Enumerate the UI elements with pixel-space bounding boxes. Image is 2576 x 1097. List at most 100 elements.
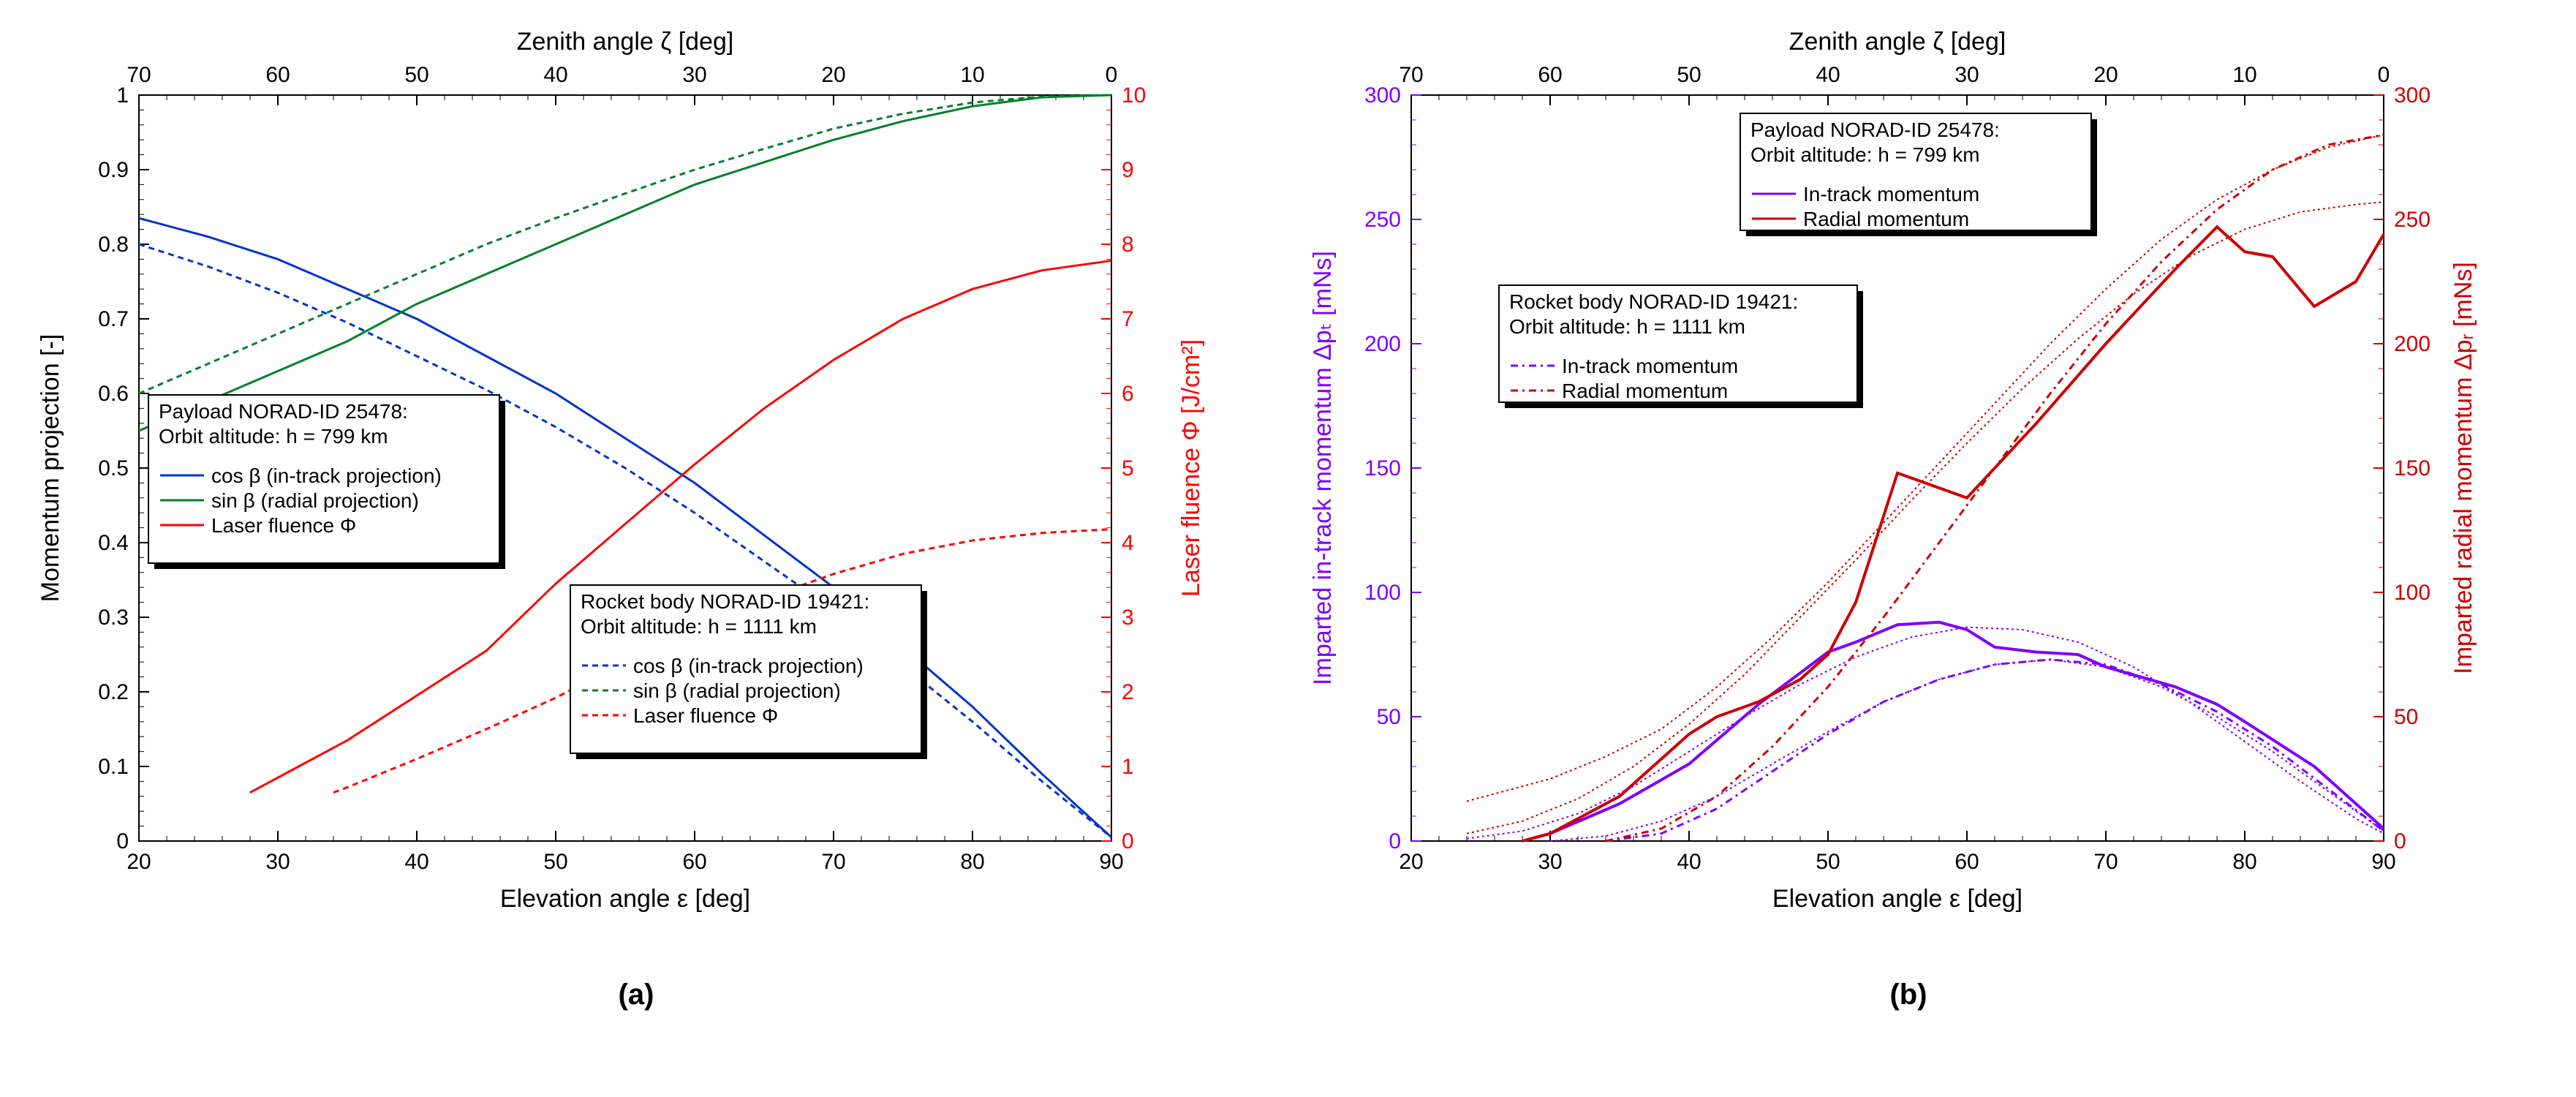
svg-text:20: 20 xyxy=(126,850,151,874)
figure-row: 207030604050504060307020801090000.10.20.… xyxy=(0,0,2576,1026)
panel-b: 2070306040505040603070208010900050100150… xyxy=(1287,15,2530,1011)
chart-b: 2070306040505040603070208010900050100150… xyxy=(1287,15,2530,965)
svg-text:0.7: 0.7 xyxy=(98,307,129,331)
svg-text:0.4: 0.4 xyxy=(98,531,129,555)
svg-text:10: 10 xyxy=(1122,83,1146,108)
svg-text:50: 50 xyxy=(404,63,428,87)
svg-text:0.1: 0.1 xyxy=(98,755,129,779)
svg-text:Zenith angle ζ [deg]: Zenith angle ζ [deg] xyxy=(517,28,734,56)
svg-text:50: 50 xyxy=(1816,850,1840,874)
svg-text:Zenith angle ζ [deg]: Zenith angle ζ [deg] xyxy=(1789,28,2006,56)
caption-a: (a) xyxy=(15,979,1258,1011)
svg-text:250: 250 xyxy=(2394,208,2430,232)
svg-text:80: 80 xyxy=(2232,850,2256,874)
svg-text:50: 50 xyxy=(1677,63,1701,87)
svg-text:sin β (radial projection): sin β (radial projection) xyxy=(211,489,419,512)
svg-text:Radial momentum: Radial momentum xyxy=(1803,208,1969,230)
svg-text:Rocket body NORAD-ID 19421:: Rocket body NORAD-ID 19421: xyxy=(581,590,869,613)
svg-text:90: 90 xyxy=(1099,850,1123,874)
svg-text:60: 60 xyxy=(1538,63,1562,87)
svg-text:0: 0 xyxy=(1106,63,1118,87)
svg-text:cos β (in-track projection): cos β (in-track projection) xyxy=(211,464,442,487)
svg-text:Payload NORAD-ID 25478:: Payload NORAD-ID 25478: xyxy=(159,400,408,423)
svg-text:70: 70 xyxy=(2093,850,2118,874)
svg-text:0.5: 0.5 xyxy=(98,456,129,480)
svg-text:30: 30 xyxy=(682,63,706,87)
svg-text:0: 0 xyxy=(2394,829,2406,853)
svg-text:Orbit altitude: h = 799 km: Orbit altitude: h = 799 km xyxy=(1750,143,1980,166)
svg-text:40: 40 xyxy=(404,850,428,874)
svg-text:300: 300 xyxy=(1364,83,1401,108)
svg-text:0.2: 0.2 xyxy=(98,680,129,704)
svg-text:50: 50 xyxy=(543,850,567,874)
svg-text:Laser fluence Φ: Laser fluence Φ xyxy=(633,704,778,727)
svg-text:150: 150 xyxy=(2394,456,2430,480)
panel-a: 207030604050504060307020801090000.10.20.… xyxy=(15,15,1258,1011)
svg-text:2: 2 xyxy=(1122,680,1134,704)
svg-text:20: 20 xyxy=(821,63,845,87)
svg-text:30: 30 xyxy=(265,850,290,874)
svg-text:0.6: 0.6 xyxy=(98,382,129,406)
svg-text:Laser fluence Φ: Laser fluence Φ xyxy=(211,514,356,537)
svg-text:30: 30 xyxy=(1954,63,1979,87)
svg-text:50: 50 xyxy=(2394,705,2418,729)
svg-text:1: 1 xyxy=(1122,755,1134,779)
svg-text:7: 7 xyxy=(1122,307,1134,331)
svg-text:40: 40 xyxy=(1677,850,1701,874)
svg-text:Orbit altitude: h = 799 km: Orbit altitude: h = 799 km xyxy=(159,425,388,448)
svg-text:Laser fluence Φ [J/cm²]: Laser fluence Φ [J/cm²] xyxy=(1177,339,1205,597)
svg-text:300: 300 xyxy=(2394,83,2430,108)
svg-text:In-track momentum: In-track momentum xyxy=(1562,355,1738,377)
svg-text:10: 10 xyxy=(2232,63,2256,87)
svg-text:0: 0 xyxy=(1389,829,1401,853)
svg-text:Imparted radial momentum Δpᵣ [: Imparted radial momentum Δpᵣ [mNs] xyxy=(2450,262,2477,674)
svg-text:6: 6 xyxy=(1122,382,1134,406)
svg-text:20: 20 xyxy=(1399,850,1423,874)
svg-text:200: 200 xyxy=(2394,332,2430,356)
svg-text:70: 70 xyxy=(821,850,845,874)
svg-text:Rocket body NORAD-ID 19421:: Rocket body NORAD-ID 19421: xyxy=(1509,290,1798,313)
svg-text:9: 9 xyxy=(1122,158,1134,182)
svg-text:60: 60 xyxy=(1954,850,1979,874)
svg-text:60: 60 xyxy=(682,850,706,874)
svg-text:sin β (radial projection): sin β (radial projection) xyxy=(633,679,841,702)
svg-text:Elevation angle ε [deg]: Elevation angle ε [deg] xyxy=(1772,885,2022,913)
svg-text:Orbit altitude: h = 1111 km: Orbit altitude: h = 1111 km xyxy=(581,615,817,638)
svg-text:90: 90 xyxy=(2371,850,2395,874)
svg-text:80: 80 xyxy=(960,850,984,874)
svg-text:Momentum projection [-]: Momentum projection [-] xyxy=(37,334,64,603)
svg-text:60: 60 xyxy=(265,63,290,87)
svg-text:Radial momentum: Radial momentum xyxy=(1562,380,1728,402)
svg-text:Payload NORAD-ID 25478:: Payload NORAD-ID 25478: xyxy=(1750,118,2000,141)
svg-text:70: 70 xyxy=(126,63,151,87)
svg-text:0: 0 xyxy=(1122,829,1134,853)
svg-text:10: 10 xyxy=(960,63,984,87)
svg-text:1: 1 xyxy=(116,83,129,108)
svg-text:100: 100 xyxy=(1364,581,1401,605)
svg-text:5: 5 xyxy=(1122,456,1134,480)
svg-text:In-track momentum: In-track momentum xyxy=(1803,183,1979,206)
svg-text:0.9: 0.9 xyxy=(98,158,129,182)
svg-text:Orbit altitude: h = 1111 km: Orbit altitude: h = 1111 km xyxy=(1509,315,1745,338)
svg-text:250: 250 xyxy=(1364,208,1401,232)
svg-text:0.3: 0.3 xyxy=(98,606,129,630)
chart-a: 207030604050504060307020801090000.10.20.… xyxy=(15,15,1258,965)
svg-text:150: 150 xyxy=(1364,456,1401,480)
svg-text:4: 4 xyxy=(1122,531,1134,555)
svg-text:40: 40 xyxy=(1816,63,1840,87)
svg-text:Imparted in-track momentum Δpₜ: Imparted in-track momentum Δpₜ [mNs] xyxy=(1309,251,1337,685)
svg-text:40: 40 xyxy=(543,63,567,87)
svg-text:20: 20 xyxy=(2093,63,2118,87)
svg-text:Elevation angle ε [deg]: Elevation angle ε [deg] xyxy=(500,885,750,913)
svg-text:0: 0 xyxy=(116,829,129,853)
svg-text:0.8: 0.8 xyxy=(98,233,129,257)
svg-text:100: 100 xyxy=(2394,581,2430,605)
svg-text:30: 30 xyxy=(1538,850,1562,874)
svg-text:50: 50 xyxy=(1377,705,1401,729)
svg-text:70: 70 xyxy=(1399,63,1423,87)
caption-b: (b) xyxy=(1287,979,2530,1011)
svg-text:cos β (in-track projection): cos β (in-track projection) xyxy=(633,655,864,677)
svg-text:200: 200 xyxy=(1364,332,1401,356)
svg-text:8: 8 xyxy=(1122,233,1134,257)
svg-text:0: 0 xyxy=(2378,63,2390,87)
